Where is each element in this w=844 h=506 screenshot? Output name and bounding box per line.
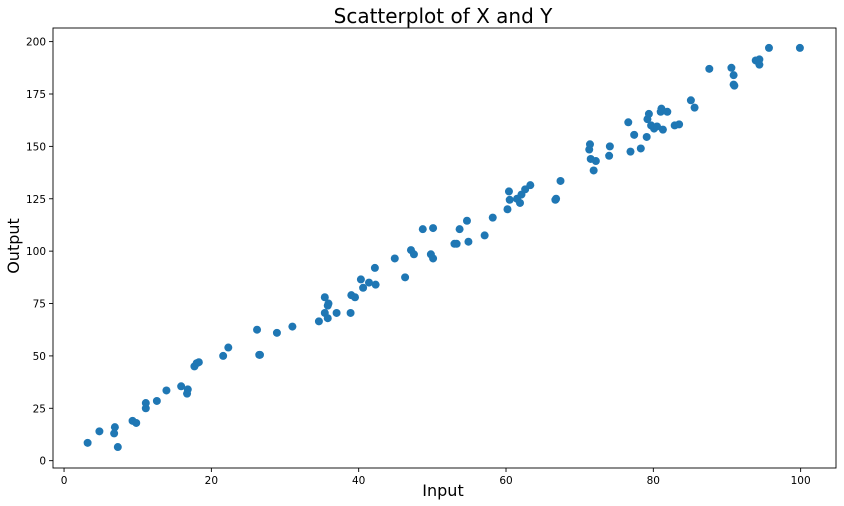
x-tick-label: 40 [352,475,365,487]
data-point [605,151,614,160]
data-point [503,205,512,214]
data-point [359,283,368,292]
data-point [429,224,438,233]
data-point [320,293,329,302]
data-point [364,278,373,287]
data-point [591,157,600,166]
y-tick-label: 175 [26,89,46,101]
data-point [141,399,150,408]
x-tick-label: 100 [791,475,811,487]
y-tick-label: 50 [33,351,46,363]
data-point [630,130,639,139]
y-tick-label: 125 [26,194,46,206]
data-point [462,216,471,225]
data-point [556,176,565,185]
data-point [624,118,633,127]
data-point [95,427,104,436]
y-tick-label: 100 [26,246,46,258]
data-point [653,122,662,131]
data-point [110,423,119,432]
data-point [675,120,684,129]
y-axis: 0 25 50 75 100 125 150 175 200 [26,37,53,468]
data-point [657,104,666,113]
data-point [356,275,365,284]
data-point [219,351,228,360]
data-point [764,43,773,52]
data-point [177,382,186,391]
data-point [113,443,122,452]
data-point [272,328,281,337]
data-point [705,64,714,73]
data-point [642,132,651,141]
y-tick-label: 150 [26,141,46,153]
data-point [727,63,736,72]
y-tick-label: 75 [33,299,46,311]
data-point [480,231,489,240]
data-point [658,125,667,134]
data-point [644,109,653,118]
data-point [636,144,645,153]
data-point [288,322,297,331]
data-point [605,142,614,151]
data-point [324,299,333,308]
data-point [464,237,473,246]
data-point [346,308,355,317]
data-point [452,239,461,248]
data-point [162,386,171,395]
data-point [663,107,672,116]
data-point [585,140,594,149]
data-point [183,385,192,394]
data-point [332,308,341,317]
data-point [429,254,438,263]
data-point [504,187,513,196]
data-points [83,43,804,452]
data-point [401,273,410,282]
data-point [255,350,264,359]
data-point [690,103,699,112]
data-point [626,147,635,156]
data-point [729,71,738,80]
x-tick-label: 60 [499,475,512,487]
x-tick-label: 80 [647,475,660,487]
data-point [516,198,525,207]
data-point [505,195,514,204]
data-point [455,225,464,234]
data-point [224,343,233,352]
data-point [795,43,804,52]
data-point [390,254,399,263]
y-tick-label: 25 [33,403,46,415]
data-point [371,280,380,289]
y-axis-label: Output [4,218,23,274]
plot-frame [52,27,837,469]
plot-area [52,27,837,469]
data-point [253,325,262,334]
data-point [314,317,323,326]
data-point [351,293,360,302]
chart-title: Scatterplot of X and Y [334,4,554,28]
data-point [132,418,141,427]
x-tick-label: 0 [61,475,68,487]
data-point [110,429,119,438]
data-point [730,81,739,90]
data-point [526,181,535,190]
data-point [83,438,92,447]
data-point [409,250,418,259]
data-point [552,194,561,203]
data-point [488,213,497,222]
data-point [686,96,695,105]
data-point [323,314,332,323]
data-point [589,166,598,175]
y-tick-label: 200 [26,37,46,49]
x-tick-label: 20 [205,475,218,487]
y-tick-label: 0 [39,456,46,468]
data-point [370,263,379,272]
data-point [152,396,161,405]
data-point [418,225,427,234]
x-axis: 0 20 40 60 80 100 [61,468,811,487]
x-axis-label: Input [422,481,463,500]
data-point [194,358,203,367]
data-point [755,55,764,64]
